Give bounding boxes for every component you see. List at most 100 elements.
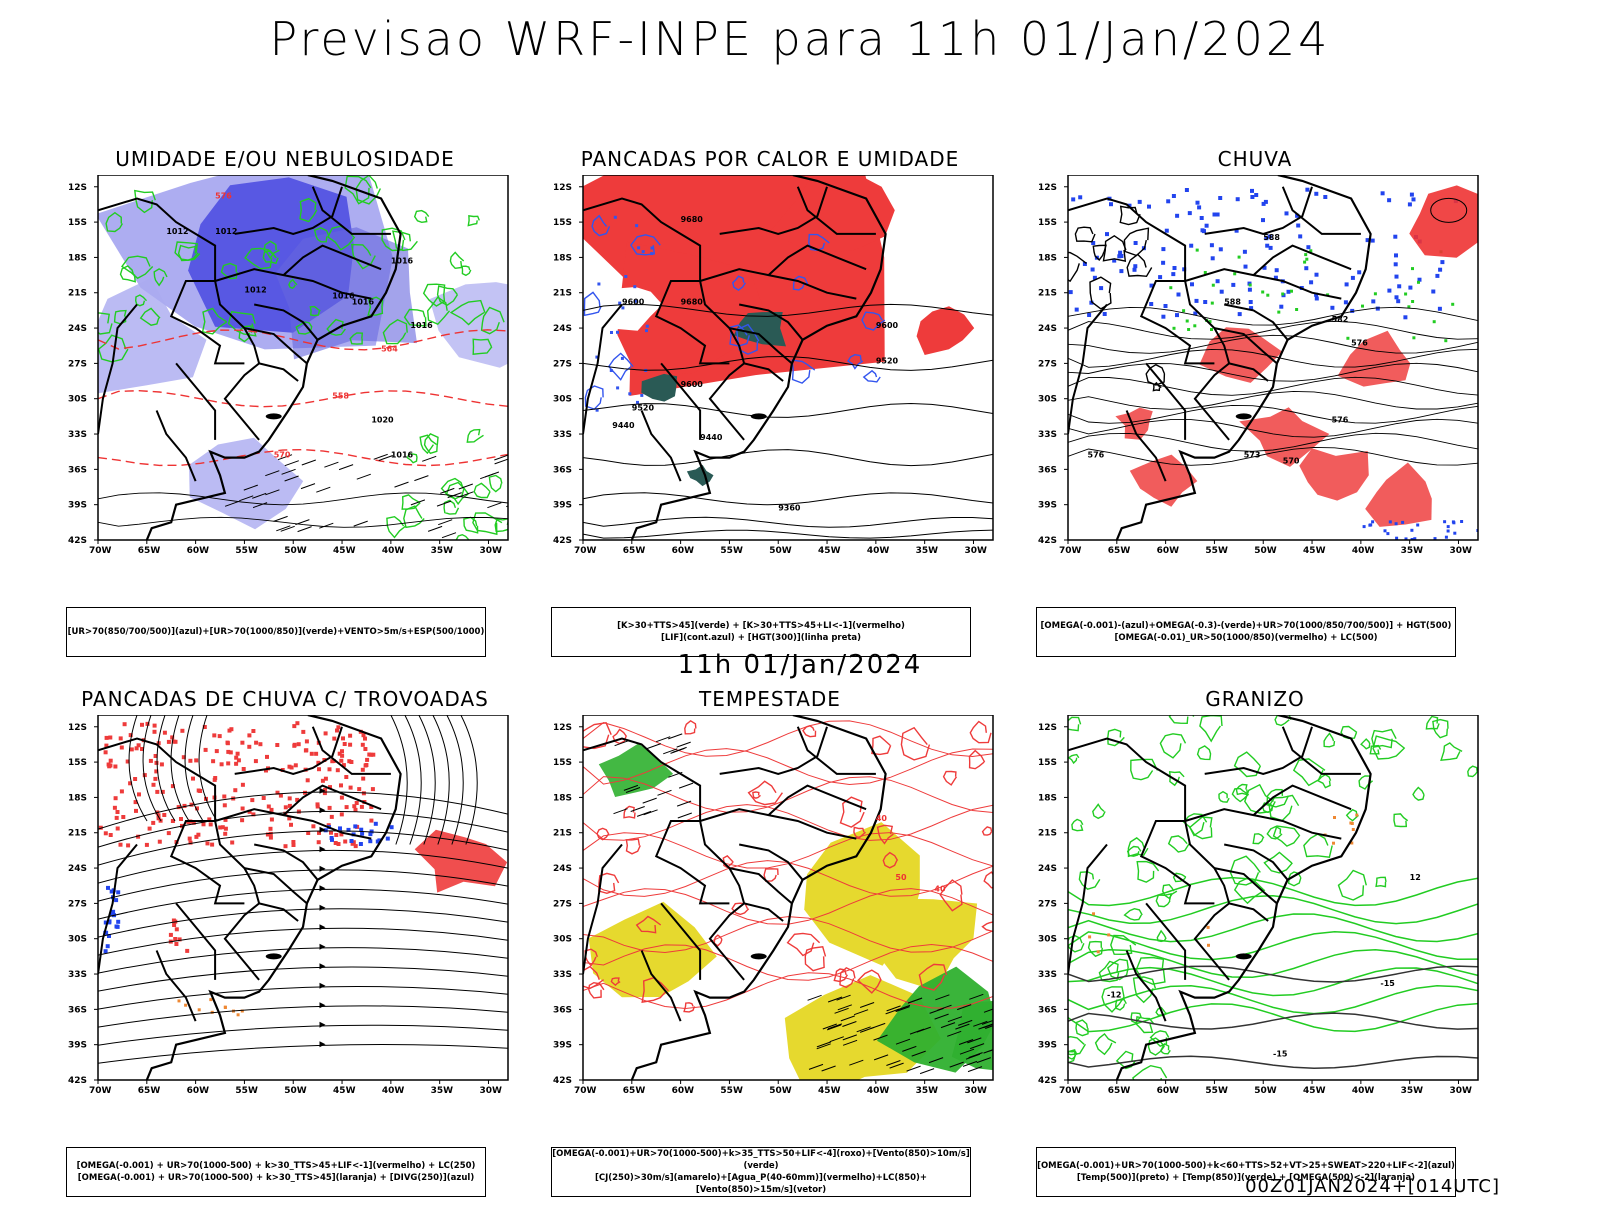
border-line xyxy=(1125,950,1167,1022)
speckle xyxy=(1235,197,1240,202)
wind-vector xyxy=(947,1016,963,1023)
panel-title: CHUVA xyxy=(1217,147,1293,171)
wind-vector xyxy=(934,1013,949,1020)
wind-vector xyxy=(239,495,254,502)
lat-tick-label: 42S xyxy=(553,1076,572,1086)
speckle xyxy=(194,834,199,839)
speckle xyxy=(1068,290,1073,295)
wind-vector xyxy=(895,1006,910,1013)
map-umidade: 1012 1012 1016 1016 1012 1016 1020 1016 1016 564 5… xyxy=(50,175,520,595)
lon-tick-label: 50W xyxy=(769,546,792,556)
speckle xyxy=(128,781,133,786)
contour-line xyxy=(729,324,750,347)
speckle xyxy=(1107,933,1111,937)
contour-line xyxy=(735,323,760,355)
speckle xyxy=(116,919,121,924)
lon-tick-label: 30W xyxy=(479,546,502,556)
speckle xyxy=(103,831,108,836)
arrow-head xyxy=(319,982,326,989)
speckle xyxy=(1071,197,1076,202)
contour-line xyxy=(134,294,148,307)
speckle xyxy=(340,749,344,754)
speckle xyxy=(112,805,117,810)
speckle xyxy=(153,776,158,781)
border-line xyxy=(1184,808,1342,840)
speckle xyxy=(1212,212,1217,217)
speckle xyxy=(1365,238,1370,243)
lon-tick-label: 65W xyxy=(138,1086,161,1096)
contour-line xyxy=(98,329,508,351)
contour-label: 573 xyxy=(1244,451,1261,460)
speckle xyxy=(1303,260,1307,264)
speckle xyxy=(1410,528,1414,532)
panel-legend: [K>30+TTS>45](verde) + [K>30+TTS>45+LI<-… xyxy=(551,607,971,657)
border-line xyxy=(254,843,319,881)
contour-label: 9440 xyxy=(612,421,635,430)
contour-line xyxy=(1075,1019,1089,1037)
contour-line xyxy=(1375,876,1387,888)
speckle xyxy=(1332,841,1335,845)
speckle xyxy=(1411,300,1415,303)
speckle xyxy=(222,803,227,808)
speckle xyxy=(182,803,187,808)
lon-tick-label: 55W xyxy=(720,546,743,556)
speckle xyxy=(1176,292,1181,297)
lat-tick-label: 24S xyxy=(68,324,87,334)
contour-line xyxy=(1092,803,1106,820)
speckle xyxy=(1172,326,1176,330)
wind-vector xyxy=(958,1039,974,1045)
page-title: Previsao WRF-INPE para 11h 01/Jan/2024 xyxy=(269,12,1331,66)
wind-vector xyxy=(949,1061,964,1068)
arrow-head xyxy=(319,807,326,814)
border-line xyxy=(1068,843,1108,975)
contour-line xyxy=(349,332,364,345)
wind-vector xyxy=(827,996,843,1003)
speckle xyxy=(1412,336,1416,340)
contour-line xyxy=(98,492,508,506)
speckle xyxy=(240,740,245,745)
lat-tick-label: 39S xyxy=(68,501,87,511)
contour-line xyxy=(1159,733,1187,759)
speckle xyxy=(323,828,328,833)
border-line xyxy=(1214,867,1278,905)
shaded-area xyxy=(733,312,786,347)
speckle xyxy=(1351,828,1355,831)
speckle xyxy=(1444,535,1448,539)
speckle xyxy=(353,807,358,812)
speckle xyxy=(103,949,108,954)
shaded-area xyxy=(98,278,207,394)
lat-tick-label: 24S xyxy=(553,324,572,334)
wind-vector xyxy=(297,526,312,533)
lon-tick-label: 65W xyxy=(623,546,646,556)
speckle xyxy=(1417,280,1420,284)
speckle xyxy=(1215,212,1220,217)
panel-title: PANCADAS POR CALOR E UMIDADE xyxy=(580,147,960,171)
contour-line xyxy=(612,728,628,745)
contour-line xyxy=(98,312,113,335)
speckle xyxy=(1187,328,1191,331)
contour-line xyxy=(981,826,993,836)
contour-line xyxy=(467,214,480,227)
border-line xyxy=(244,867,308,905)
speckle xyxy=(170,735,175,740)
speckle xyxy=(1296,223,1301,228)
contour-line xyxy=(449,299,486,326)
speckle xyxy=(331,759,336,763)
speckle xyxy=(353,824,358,829)
speckle xyxy=(1171,272,1176,277)
wind-vector xyxy=(906,1065,921,1072)
contour-line xyxy=(1425,715,1440,730)
wind-vector xyxy=(821,1065,836,1072)
wind-vector xyxy=(902,1045,917,1052)
speckle xyxy=(111,909,116,914)
speckle xyxy=(349,839,354,843)
speckle xyxy=(1243,264,1248,269)
speckle xyxy=(1265,243,1270,248)
wind-vector xyxy=(284,460,299,467)
lat-tick-label: 30S xyxy=(553,395,572,405)
wind-vector xyxy=(940,1022,956,1029)
contour-line xyxy=(1440,742,1463,762)
border-line xyxy=(254,303,319,341)
speckle xyxy=(348,733,353,738)
lat-tick-label: 21S xyxy=(1038,829,1057,839)
